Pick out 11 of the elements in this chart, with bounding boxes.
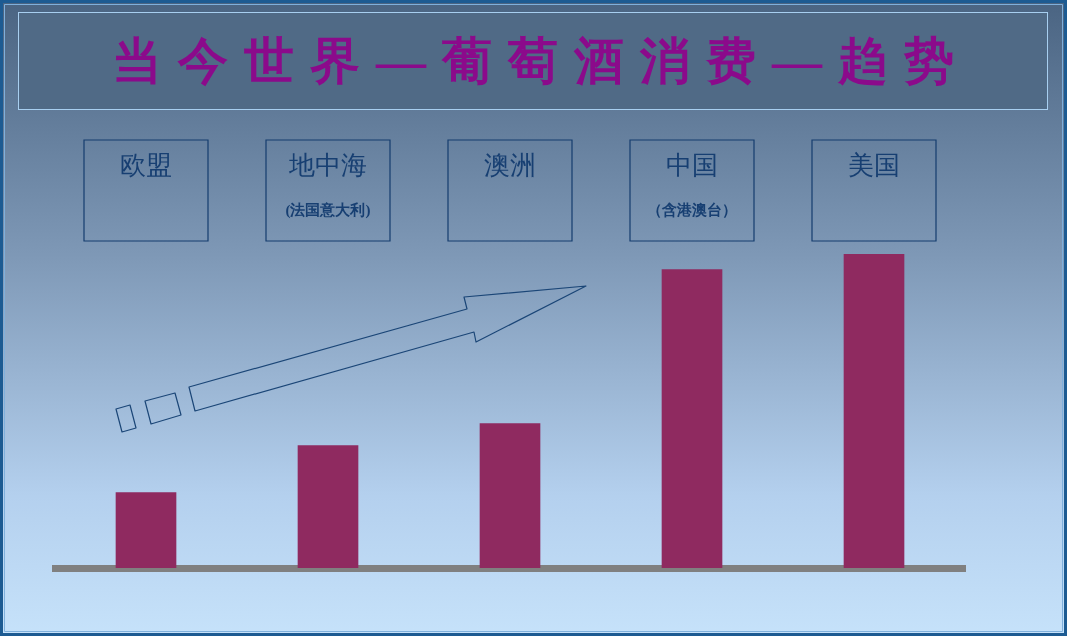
bar: [115, 492, 177, 568]
x-tick-label: 中国（含港澳台）: [647, 150, 737, 218]
x-tick-label: 欧盟: [120, 150, 172, 180]
x-tick-label: 地中海(法国意大利): [285, 150, 371, 219]
bar: [479, 423, 541, 568]
bar: [661, 269, 723, 568]
chart-title: 当今世界—葡萄酒消费—趋势: [111, 31, 970, 91]
bar: [843, 254, 905, 568]
x-tick-label: 美国: [848, 150, 900, 180]
bar: [297, 445, 359, 568]
x-tick-label: 澳洲: [484, 150, 536, 180]
